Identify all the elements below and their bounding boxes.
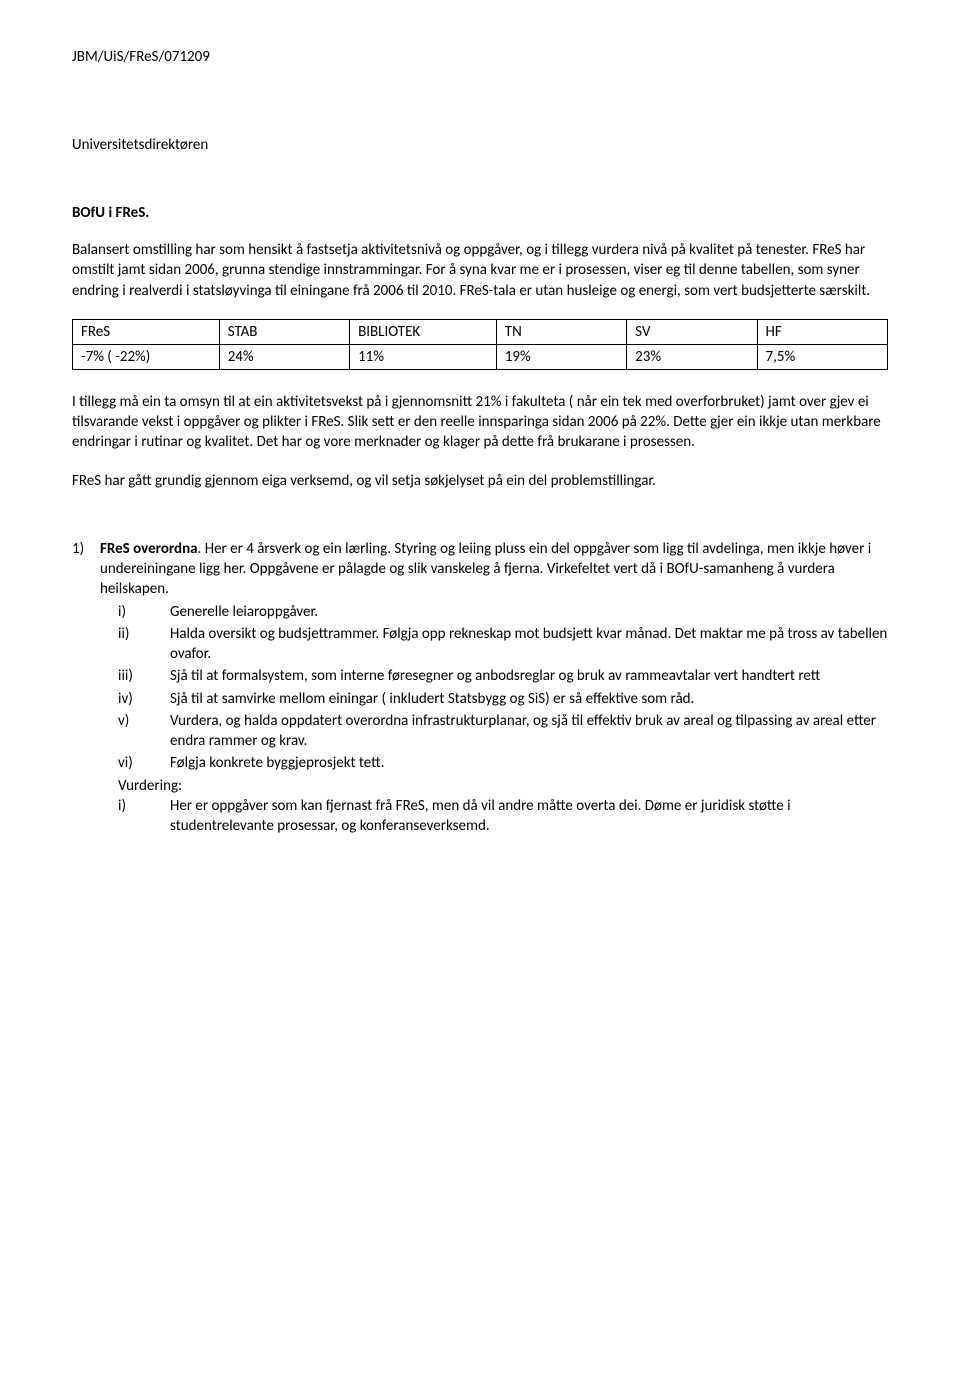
sub-text: Sjå til at formalsystem, som interne før… [170,666,888,686]
col-header: BIBLIOTEK [350,319,497,344]
vurdering-sub-list: i) Her er oppgåver som kan fjernast frå … [118,796,888,837]
col-header: SV [627,319,757,344]
subject-line: BOfU i FReS. [72,204,888,222]
sub-list: i) Generelle leiaroppgåver. ii) Halda ov… [118,602,888,774]
addressee: Universitetsdirektøren [72,136,888,154]
sub-item: i) Generelle leiaroppgåver. [118,602,888,622]
col-header: HF [757,319,887,344]
table-cell: 24% [219,344,349,369]
sub-marker: vi) [118,753,170,773]
table-cell: 23% [627,344,757,369]
sub-text: Generelle leiaroppgåver. [170,602,888,622]
sub-marker: iv) [118,689,170,709]
item-body: FReS overordna. Her er 4 årsverk og ein … [100,539,888,600]
sub-marker: ii) [118,624,170,665]
sub-item: i) Her er oppgåver som kan fjernast frå … [118,796,888,837]
item-number: 1) [72,539,100,600]
item-title-bold: FReS overordna [100,540,198,558]
sub-marker: i) [118,602,170,622]
sub-marker: iii) [118,666,170,686]
col-header: FReS [73,319,220,344]
sub-item: v) Vurdera, og halda oppdatert overordna… [118,711,888,752]
sub-text: Sjå til at samvirke mellom einingar ( in… [170,689,888,709]
table-cell: 11% [350,344,497,369]
col-header: STAB [219,319,349,344]
table-cell: -7% ( -22%) [73,344,220,369]
sub-text: Følgja konkrete byggjeprosjekt tett. [170,753,888,773]
sub-text: Her er oppgåver som kan fjernast frå FRe… [170,796,888,837]
sub-marker: i) [118,796,170,837]
sub-item: iv) Sjå til at samvirke mellom einingar … [118,689,888,709]
sub-text: Halda oversikt og budsjettrammer. Følgja… [170,624,888,665]
table-header-row: FReS STAB BIBLIOTEK TN SV HF [73,319,888,344]
table-cell: 19% [496,344,626,369]
sub-text: Vurdera, og halda oppdatert overordna in… [170,711,888,752]
document-page: JBM/UiS/FReS/071209 Universitetsdirektør… [0,0,960,888]
table-row: -7% ( -22%) 24% 11% 19% 23% 7,5% [73,344,888,369]
vurdering-label: Vurdering: [118,776,888,796]
numbered-item-1: 1) FReS overordna. Her er 4 årsverk og e… [72,539,888,837]
sub-item: vi) Følgja konkrete byggjeprosjekt tett. [118,753,888,773]
document-id: JBM/UiS/FReS/071209 [72,48,888,66]
paragraph-after-table: I tillegg må ein ta omsyn til at ein akt… [72,392,888,453]
paragraph-review: FReS har gått grundig gjennom eiga verks… [72,471,888,491]
item-title-rest: . Her er 4 årsverk og ein lærling. Styri… [100,540,871,599]
sub-marker: v) [118,711,170,752]
col-header: TN [496,319,626,344]
change-table: FReS STAB BIBLIOTEK TN SV HF -7% ( -22%)… [72,319,888,370]
sub-item: ii) Halda oversikt og budsjettrammer. Fø… [118,624,888,665]
table-cell: 7,5% [757,344,887,369]
intro-paragraph: Balansert omstilling har som hensikt å f… [72,240,888,301]
sub-item: iii) Sjå til at formalsystem, som intern… [118,666,888,686]
